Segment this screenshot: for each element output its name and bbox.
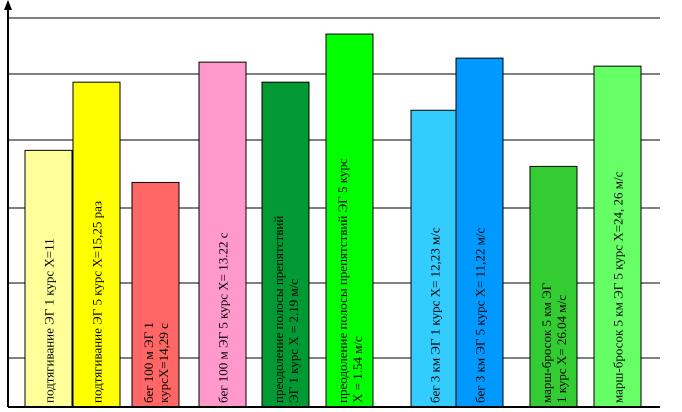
bar-label: бег 3 км ЭГ 1 курс Х= 12,23 м/с xyxy=(428,227,443,403)
y-axis-arrow xyxy=(4,0,12,10)
bar-label: Х = 1.54 м/с xyxy=(350,336,365,403)
bar xyxy=(198,61,247,408)
bar xyxy=(455,57,504,408)
bar-label: подтягивание ЭГ 5 курс Х=15,25 раз xyxy=(90,201,105,403)
bar xyxy=(325,33,374,408)
bar-label: бег 100 м ЭГ 1 xyxy=(141,322,156,403)
bar-label: бег 100 м ЭГ 5 курс Х= 13.22 с xyxy=(216,232,231,403)
bar-label: курсХ=14,29 с xyxy=(156,323,171,403)
bar xyxy=(131,181,180,408)
bar-label: марш-бросок 5 км ЭГ 5 курс Х=24, 26 м/с xyxy=(611,171,626,403)
bar xyxy=(261,81,310,408)
bar-labels: подтягивание ЭГ 1 курс Х=11 подтягивание … xyxy=(42,158,626,403)
bars xyxy=(24,33,642,408)
axes xyxy=(4,0,660,408)
bar xyxy=(72,81,121,408)
bar-label: подтягивание ЭГ 1 курс Х=11 xyxy=(42,238,57,403)
bar-label: 1 курс Х= 26.04 м/с xyxy=(554,295,569,403)
bar-label: преодоление полосы препятствий xyxy=(271,216,286,403)
bar xyxy=(410,109,459,408)
bar-label: марш-бросок 5 км ЭГ xyxy=(539,282,554,403)
bar-label: бег 3 км ЭГ 5 курс Х= 11,22 м/с xyxy=(473,228,488,403)
bar-label: преодоление полосы препятствий ЭГ 5 курс xyxy=(335,158,350,403)
bar-label: ЭГ 1 курс Х = 2.19 м/с xyxy=(286,279,301,403)
bar xyxy=(593,65,642,408)
